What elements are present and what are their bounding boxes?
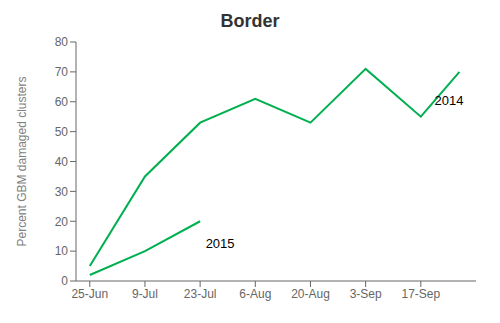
svg-text:2014: 2014 <box>435 93 464 108</box>
svg-text:6-Aug: 6-Aug <box>239 287 271 301</box>
svg-text:50: 50 <box>55 125 69 139</box>
svg-text:Percent GBM damaged clusters: Percent GBM damaged clusters <box>15 76 29 246</box>
svg-text:23-Jul: 23-Jul <box>184 287 217 301</box>
svg-text:60: 60 <box>55 95 69 109</box>
svg-text:80: 80 <box>55 35 69 49</box>
svg-text:10: 10 <box>55 244 69 258</box>
html-text:Border: Border <box>220 11 280 31</box>
svg-text:9-Jul: 9-Jul <box>132 287 158 301</box>
svg-text:70: 70 <box>55 65 69 79</box>
svg-text:20: 20 <box>55 215 69 229</box>
svg-text:2015: 2015 <box>206 236 235 251</box>
svg-text:17-Sep: 17-Sep <box>401 287 440 301</box>
svg-text:20-Aug: 20-Aug <box>291 287 330 301</box>
svg-text:0: 0 <box>61 274 68 288</box>
svg-text:30: 30 <box>55 185 69 199</box>
svg-text:3-Sep: 3-Sep <box>350 287 382 301</box>
svg-text:40: 40 <box>55 155 69 169</box>
svg-text:25-Jun: 25-Jun <box>71 287 108 301</box>
